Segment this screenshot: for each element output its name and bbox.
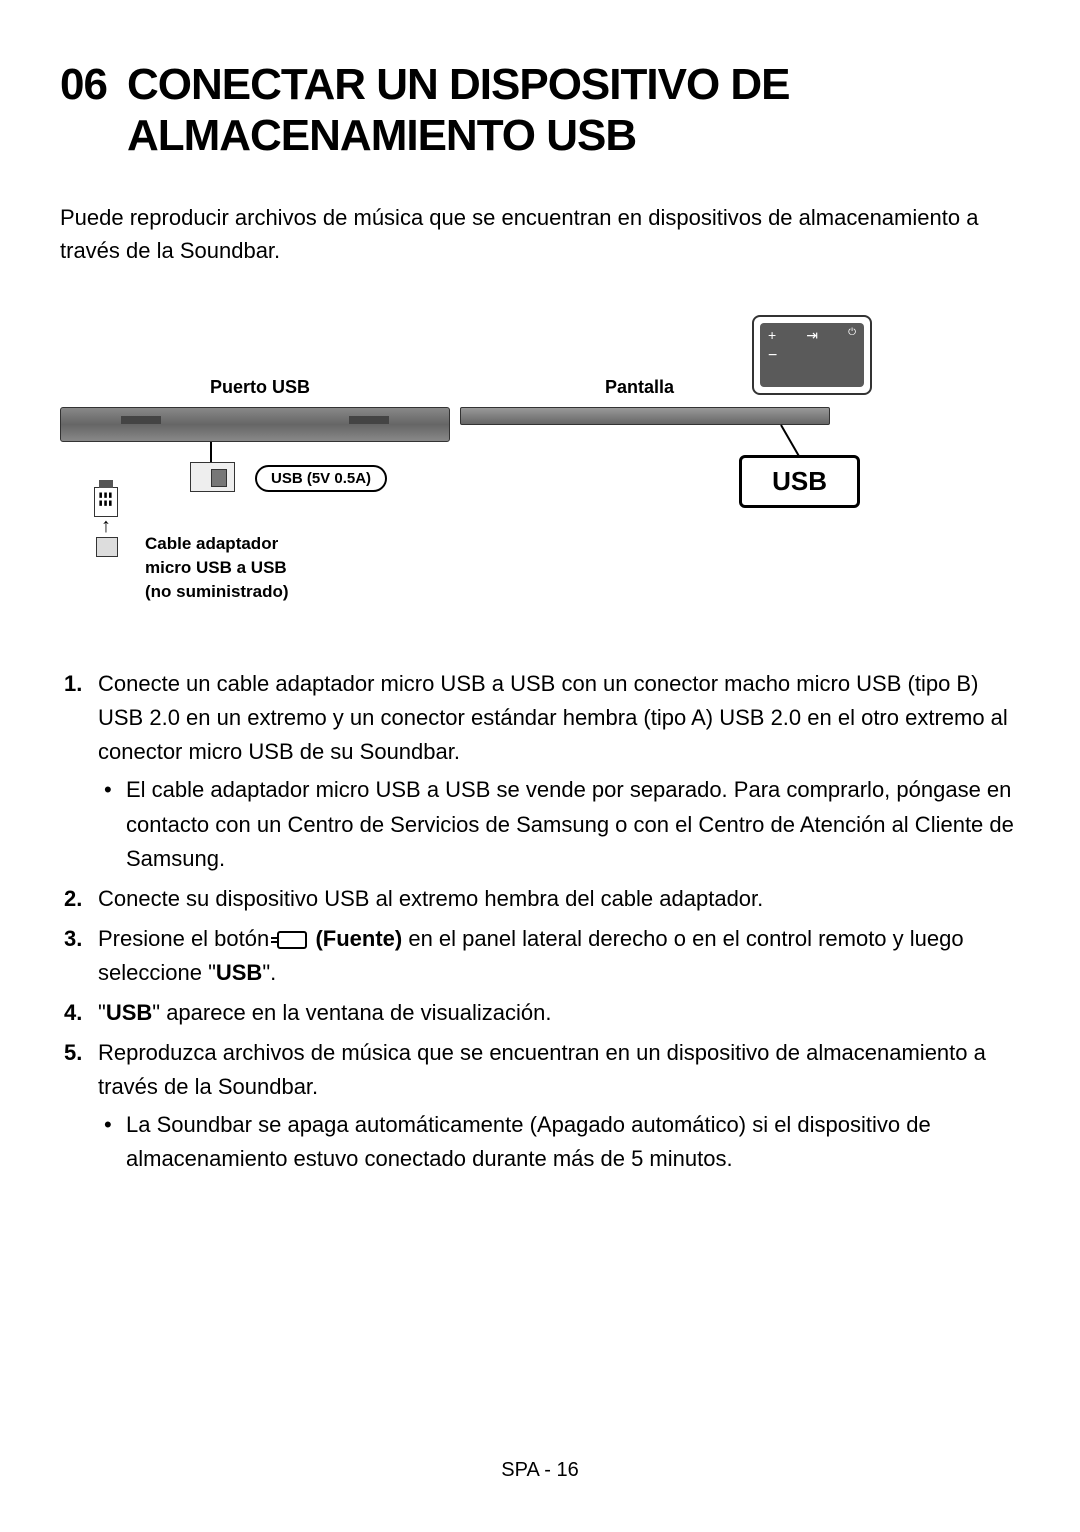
usb-stick-icon: ▮▮▮▮▮▮ — [94, 487, 118, 517]
step-5-text: Reproduzca archivos de música que se enc… — [98, 1040, 986, 1099]
source-button-icon — [277, 931, 307, 949]
step-5: Reproduzca archivos de música que se enc… — [60, 1036, 1020, 1176]
cable-diagram: ▮▮▮▮▮▮ ↑ — [90, 487, 118, 557]
remote-minus: − — [768, 347, 777, 365]
step-3-end: ". — [262, 960, 276, 985]
section-number: 06 — [60, 60, 107, 110]
step-3-pre: Presione el botón — [98, 926, 275, 951]
display-mode-box: USB — [739, 455, 860, 508]
display-label: Pantalla — [605, 377, 674, 398]
usb-port-inner — [211, 469, 227, 487]
step-4-usb: USB — [106, 1000, 152, 1025]
arrow-up-icon: ↑ — [101, 517, 118, 535]
diagram-area: Puerto USB Pantalla +⇥⏻ − USB (5V 0.5A) … — [60, 307, 1020, 637]
step-1-bullet-1: El cable adaptador micro USB a USB se ve… — [98, 773, 1020, 875]
section-title: CONECTAR UN DISPOSITIVO DE ALMACENAMIENT… — [127, 60, 1020, 161]
usb-spec-label: USB (5V 0.5A) — [255, 465, 387, 492]
step-4: "USB" aparece en la ventana de visualiza… — [60, 996, 1020, 1030]
soundbar-front-illustration — [460, 407, 830, 425]
step-4-post: " aparece en la ventana de visualización… — [152, 1000, 551, 1025]
cable-label-line2: micro USB a USB — [145, 558, 287, 577]
cable-adapter-label: Cable adaptador micro USB a USB (no sumi… — [145, 532, 289, 603]
step-5-bullet-1: La Soundbar se apaga automáticamente (Ap… — [98, 1108, 1020, 1176]
page-footer: SPA - 16 — [0, 1459, 1080, 1482]
remote-illustration: +⇥⏻ − — [752, 315, 872, 395]
soundbar-rear-illustration — [60, 407, 450, 442]
step-1-text: Conecte un cable adaptador micro USB a U… — [98, 671, 1008, 764]
usb-port-detail — [190, 462, 235, 492]
usb-stick-cap — [99, 480, 113, 488]
step-3: Presione el botón (Fuente) en el panel l… — [60, 922, 1020, 990]
remote-inner: +⇥⏻ − — [760, 323, 864, 387]
step-2: Conecte su dispositivo USB al extremo he… — [60, 882, 1020, 916]
cable-label-line3: (no suministrado) — [145, 582, 289, 601]
steps-list: Conecte un cable adaptador micro USB a U… — [60, 667, 1020, 1176]
step-3-fuente: (Fuente) — [309, 926, 402, 951]
usb-connector-icon — [96, 537, 118, 557]
usb-stick-grip: ▮▮▮▮▮▮ — [95, 491, 117, 507]
step-1: Conecte un cable adaptador micro USB a U… — [60, 667, 1020, 876]
step-3-usb: USB — [216, 960, 262, 985]
usb-port-label: Puerto USB — [210, 377, 310, 398]
step-5-bullets: La Soundbar se apaga automáticamente (Ap… — [98, 1108, 1020, 1176]
intro-paragraph: Puede reproducir archivos de música que … — [60, 201, 1020, 267]
section-heading: 06 CONECTAR UN DISPOSITIVO DE ALMACENAMI… — [60, 60, 1020, 161]
step-1-bullets: El cable adaptador micro USB a USB se ve… — [98, 773, 1020, 875]
cable-label-line1: Cable adaptador — [145, 534, 278, 553]
remote-top-symbols: +⇥⏻ — [768, 327, 856, 344]
step-4-pre: " — [98, 1000, 106, 1025]
